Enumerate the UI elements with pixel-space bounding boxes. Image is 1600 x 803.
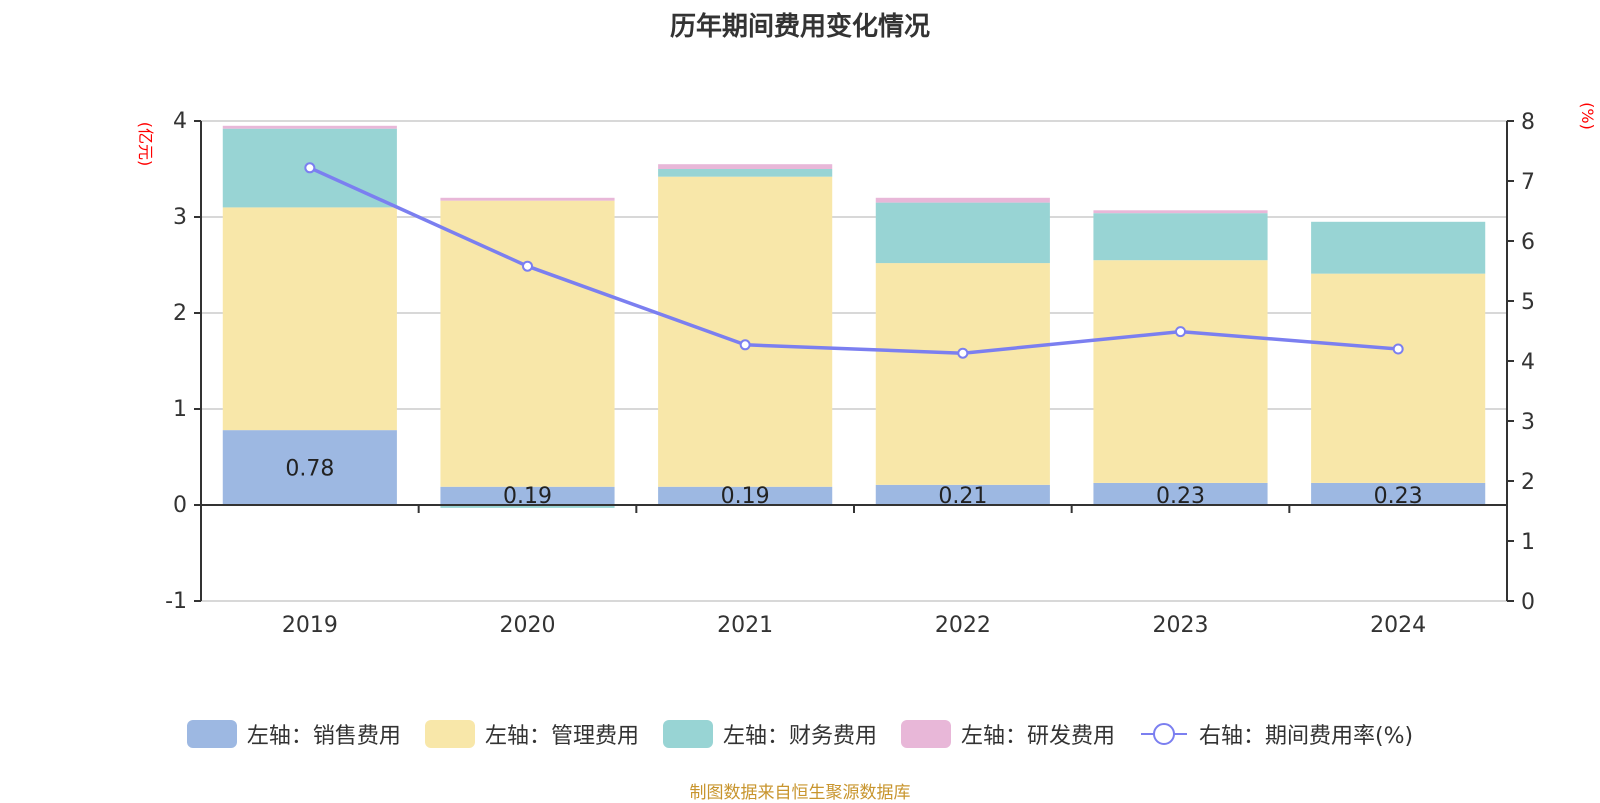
left-tick-label: -1 <box>165 589 187 614</box>
data-label: 0.78 <box>285 457 334 482</box>
data-label: 0.21 <box>938 484 987 509</box>
rate-point <box>1392 343 1404 355</box>
legend-swatch-admin <box>424 720 475 748</box>
legend: 左轴：销售费用 左轴：管理费用 左轴：财务费用 左轴：研发费用 右轴：期间费用率… <box>0 718 1600 750</box>
left-axis-unit: (亿元) <box>136 122 155 167</box>
left-tick-label: 0 <box>173 493 187 518</box>
legend-item-rate[interactable]: 右轴：期间费用率(%) <box>1139 718 1413 750</box>
rate-point <box>304 162 316 174</box>
bar-segment-2021-3 <box>658 164 833 169</box>
rate-point <box>957 347 969 359</box>
left-tick-label: 3 <box>173 205 187 230</box>
right-tick-label: 3 <box>1521 410 1535 435</box>
legend-item-rnd[interactable]: 左轴：研发费用 <box>900 718 1115 750</box>
rate-line-group <box>304 162 1404 359</box>
x-tick-label: 2021 <box>717 613 773 638</box>
data-label: 0.23 <box>1156 484 1205 509</box>
legend-swatch-rnd <box>900 720 951 748</box>
data-label: 0.19 <box>721 484 770 509</box>
bar-segment-2020-2 <box>440 505 615 508</box>
right-axis-unit: (%) <box>1578 102 1597 130</box>
x-tick-label: 2022 <box>935 613 991 638</box>
legend-swatch-finance <box>662 720 713 748</box>
bar-segment-2019-1 <box>222 207 397 431</box>
bar-segment-2023-0 <box>1093 482 1268 505</box>
rate-point <box>739 339 751 351</box>
bar-segment-2021-1 <box>658 176 833 487</box>
data-labels-group: 0.78 0.19 0.19 0.21 0.23 0.23 <box>285 457 1422 509</box>
legend-line-circle-icon <box>1140 723 1187 745</box>
bar-segment-2023-2 <box>1093 213 1268 261</box>
x-tick-label: 2023 <box>1153 613 1209 638</box>
bar-segment-2022-2 <box>875 202 1050 264</box>
bar-segment-2024-2 <box>1311 221 1486 274</box>
bar-segment-2019-3 <box>222 125 397 129</box>
legend-label-rnd: 左轴：研发费用 <box>960 724 1115 749</box>
bar-segment-2020-1 <box>440 200 615 487</box>
right-tick-label: 8 <box>1521 110 1535 135</box>
bar-segment-2022-3 <box>875 197 1050 203</box>
bar-segment-2024-0 <box>1311 482 1486 505</box>
bar-segment-2024-1 <box>1311 273 1486 483</box>
right-tick-label: 4 <box>1521 350 1535 375</box>
right-tick-label: 5 <box>1521 290 1535 315</box>
bar-segment-2019-0 <box>222 430 397 505</box>
bar-segment-2022-1 <box>875 263 1050 485</box>
right-tick-label: 2 <box>1521 470 1535 495</box>
legend-label-rate: 右轴：期间费用率(%) <box>1198 724 1414 749</box>
bar-segment-2022-0 <box>875 484 1050 505</box>
legend-label-sales: 左轴：销售费用 <box>246 724 401 749</box>
bar-segment-2020-0 <box>440 486 615 505</box>
bar-segment-2020-3 <box>440 197 615 201</box>
axes-group: 4 3 2 1 0 -1 8 7 6 5 4 3 2 1 0 2019 2020 2021 2022 2023 2024 <box>165 109 1535 638</box>
bar-segment-2023-3 <box>1093 210 1268 214</box>
left-tick-label: 2 <box>173 301 187 326</box>
right-tick-label: 1 <box>1521 530 1535 555</box>
data-label: 0.19 <box>503 484 552 509</box>
left-tick-label: 1 <box>173 397 187 422</box>
bar-segment-2023-1 <box>1093 260 1268 483</box>
right-tick-label: 6 <box>1521 230 1535 255</box>
x-tick-label: 2019 <box>282 613 338 638</box>
legend-item-sales[interactable]: 左轴：销售费用 <box>186 718 401 750</box>
x-tick-label: 2024 <box>1370 613 1426 638</box>
bar-segment-2021-0 <box>658 486 833 505</box>
legend-item-admin[interactable]: 左轴：管理费用 <box>424 718 639 750</box>
rate-point <box>522 260 533 272</box>
legend-label-admin: 左轴：管理费用 <box>484 724 639 749</box>
rate-point <box>1175 326 1186 338</box>
right-tick-label: 0 <box>1521 590 1535 615</box>
right-tick-label: 7 <box>1521 170 1535 195</box>
legend-label-finance: 左轴：财务费用 <box>722 724 877 749</box>
chart-title: 历年期间费用变化情况 <box>669 12 930 42</box>
legend-swatch-sales <box>186 720 237 748</box>
left-tick-label: 4 <box>173 109 187 134</box>
x-tick-label: 2020 <box>500 613 556 638</box>
bars-group <box>222 125 1486 508</box>
data-source-footer: 制图数据来自恒生聚源数据库 <box>689 783 911 803</box>
chart-svg: 4 3 2 1 0 -1 8 7 6 5 4 3 2 1 0 2019 2020 2021 2022 2023 2024… <box>136 102 1597 638</box>
legend-item-finance[interactable]: 左轴：财务费用 <box>662 718 877 750</box>
data-label: 0.23 <box>1374 484 1423 509</box>
rate-line <box>309 166 1399 355</box>
bar-segment-2021-2 <box>658 169 833 177</box>
